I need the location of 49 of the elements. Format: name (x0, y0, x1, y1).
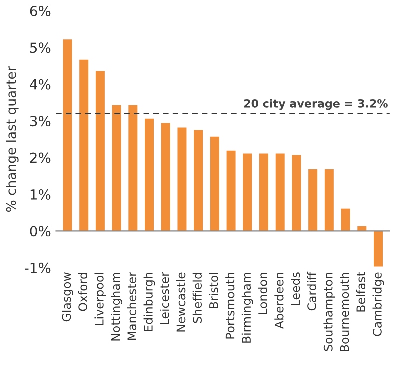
bar (161, 123, 170, 232)
y-axis-title: % change last quarter (6, 66, 19, 212)
x-tick-label: Nottingham (111, 273, 123, 341)
x-tick-label: Cardiff (307, 272, 316, 311)
x-tick-label: Bristol (209, 273, 218, 308)
x-tick-label: Birmingham (242, 273, 254, 343)
bar (292, 155, 302, 232)
bar (226, 150, 236, 232)
x-tick-label: Cambridge (372, 272, 384, 336)
x-tick-label: Belfast (356, 272, 366, 312)
y-tick-label: 5% (30, 42, 51, 54)
bar (308, 170, 318, 232)
y-tick-label: 1% (30, 189, 51, 200)
bar (341, 208, 350, 232)
bar (128, 105, 138, 232)
bar (210, 136, 220, 232)
x-tick-label: Manchester (127, 272, 137, 340)
ref-line-label: 20 city average = 3.2% (244, 99, 388, 110)
bar (63, 40, 72, 232)
x-tick-label: Oxford (78, 273, 88, 312)
x-tick-label: London (258, 273, 268, 314)
bar (260, 154, 268, 232)
bar (178, 128, 187, 232)
y-tick-label: 6% (30, 6, 51, 16)
y-tick-label: 0% (30, 226, 51, 237)
bar (96, 71, 105, 232)
bar (243, 154, 252, 232)
y-tick-label: 4% (30, 79, 51, 90)
bar (112, 105, 122, 232)
y-tick-label: 2% (30, 152, 51, 164)
y-tick-label: -1% (25, 262, 51, 274)
bar (145, 118, 154, 232)
bar (374, 231, 383, 267)
x-tick-label: Liverpool (94, 273, 106, 326)
bar (324, 170, 334, 232)
x-tick-label: Sheffield (192, 273, 202, 324)
x-tick-label: Glasgow (62, 272, 74, 322)
x-tick-label: Southampton (324, 273, 336, 352)
x-tick-label: Portsmouth (226, 273, 235, 339)
x-tick-label: Leeds (291, 272, 300, 306)
x-tick-label: Newcastle (176, 272, 186, 332)
bar (80, 60, 89, 232)
y-tick-label: 3% (30, 116, 51, 127)
x-tick-label: Edinburgh (144, 273, 156, 332)
bar (276, 154, 285, 232)
x-tick-label: Bournemouth (340, 273, 350, 352)
x-tick-label: Leicester (160, 272, 170, 324)
x-tick-label: Aberdeen (274, 273, 284, 329)
bar (194, 130, 204, 232)
